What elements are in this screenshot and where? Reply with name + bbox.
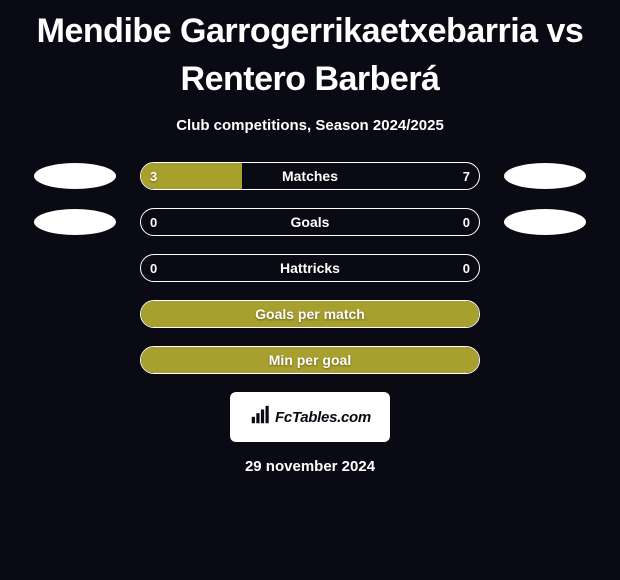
stat-row: 00Goals (0, 208, 620, 236)
stat-row: 37Matches (0, 162, 620, 190)
stat-bar-fill (141, 163, 242, 189)
stat-bar-track (140, 208, 480, 236)
stat-bar-track (140, 254, 480, 282)
spacer (34, 301, 116, 327)
stat-bar: 00Goals (140, 208, 480, 236)
stat-bar-track (140, 162, 480, 190)
comparison-title: Mendibe Garrogerrikaetxebarria vs Renter… (0, 0, 620, 103)
stat-row: Goals per match (0, 300, 620, 328)
stat-bar: 37Matches (140, 162, 480, 190)
spacer (504, 347, 586, 373)
player-left-marker (34, 209, 116, 235)
spacer (34, 255, 116, 281)
spacer (504, 255, 586, 281)
spacer (504, 301, 586, 327)
comparison-date: 29 november 2024 (0, 458, 620, 475)
source-badge-text: FcTables.com (275, 409, 371, 426)
stat-bar-fill (141, 301, 479, 327)
stat-bar: Goals per match (140, 300, 480, 328)
player-left-marker (34, 163, 116, 189)
player-right-marker (504, 209, 586, 235)
stat-row: Min per goal (0, 346, 620, 374)
stat-bar-track (140, 346, 480, 374)
source-badge[interactable]: FcTables.com (230, 392, 390, 442)
player-right-marker (504, 163, 586, 189)
stats-rows: 37Matches 00Goals 00Hattricks Goals per mat… (0, 162, 620, 374)
stat-bar: Min per goal (140, 346, 480, 374)
stat-row: 00Hattricks (0, 254, 620, 282)
stat-bar-fill (141, 347, 479, 373)
comparison-subtitle: Club competitions, Season 2024/2025 (0, 117, 620, 134)
stat-bar: 00Hattricks (140, 254, 480, 282)
stat-bar-track (140, 300, 480, 328)
spacer (34, 347, 116, 373)
bar-chart-icon (249, 404, 271, 431)
